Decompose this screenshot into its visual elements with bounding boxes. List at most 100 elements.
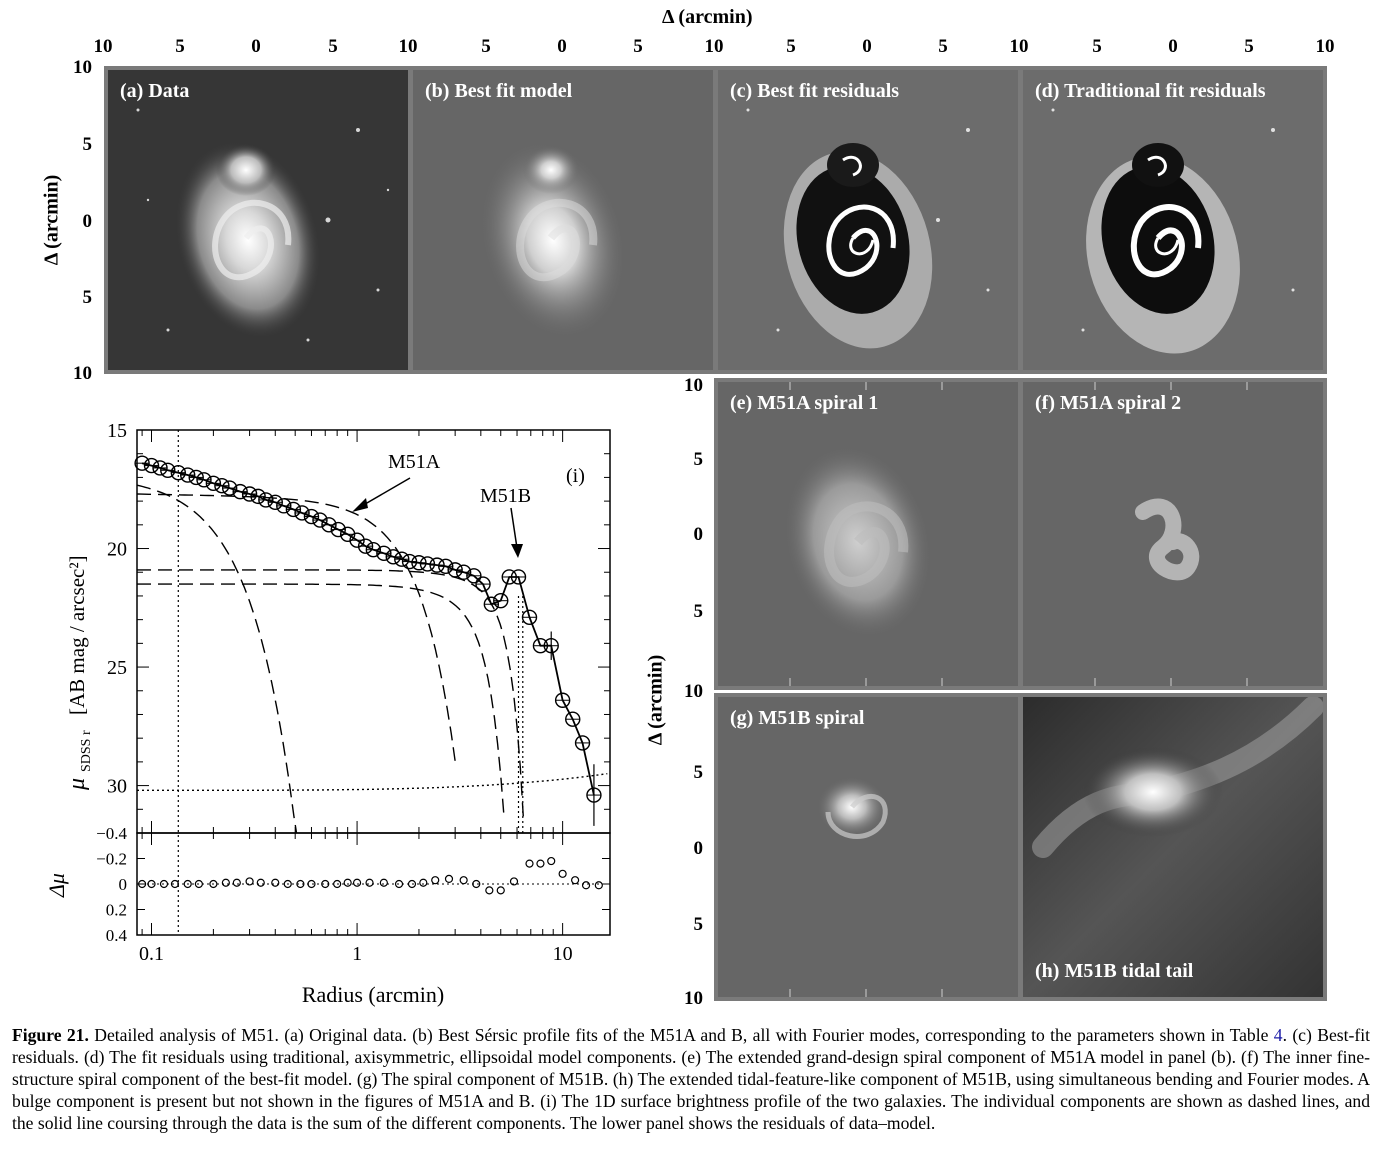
residual-point (296, 879, 305, 889)
right-tick-label: 5 (693, 762, 704, 783)
residual-point (138, 879, 147, 889)
top-tick-label: 10 (1315, 36, 1335, 57)
main-plot-frame (136, 429, 611, 834)
top-tick-label: 0 (1168, 36, 1178, 57)
residual-point (170, 879, 180, 889)
tidal-component-curve (137, 773, 608, 791)
residual-point (321, 879, 330, 889)
residual-point (343, 878, 352, 887)
resid-y-tick-label: 0.2 (106, 901, 127, 920)
galaxy-data-image (108, 70, 408, 370)
y-axis-label-symbol: μ (64, 778, 90, 791)
top-tick-label: 0 (557, 36, 567, 57)
left-tick-label: 5 (82, 287, 93, 308)
right-tick-label: 0 (693, 524, 704, 545)
residual-point (379, 878, 388, 887)
caption-label: Figure 21. (12, 1025, 89, 1045)
left-tick-label: 10 (73, 57, 92, 78)
residual-point (159, 879, 169, 889)
residual-point (459, 876, 468, 885)
residual-point (558, 869, 567, 878)
panel-i-label: (i) (566, 465, 585, 487)
residual-point (283, 879, 292, 889)
panel-c-title: (c) Best fit residuals (730, 80, 900, 102)
residual-y-axis-label: Δμ (44, 873, 69, 898)
figure-caption: Figure 21. Detailed analysis of M51. (a)… (12, 1024, 1370, 1134)
residual-point (271, 878, 280, 887)
residual-point (407, 879, 417, 889)
residual-point (536, 859, 545, 868)
residual-point (256, 878, 265, 887)
residual-point (444, 874, 454, 883)
residual-point (245, 877, 254, 886)
x-tick-label: 0.1 (139, 943, 164, 965)
spiral1-component-curve (137, 569, 525, 822)
top-tick-label: 5 (938, 36, 948, 57)
top-tick-label: 10 (398, 36, 418, 57)
bulge-component-curve (136, 484, 298, 834)
resid-y-tick-label: 0 (119, 875, 128, 894)
surface-brightness-profile-chart: 15 20 25 30 0.1 1 10 −0.4 −0.2 0 0.2 0.4 M51A M51B (i)… (44, 420, 611, 1007)
panel-e-title: (e) M51A spiral 1 (730, 392, 879, 414)
y-tick-label: 20 (107, 539, 127, 561)
traditional-residuals-image (1023, 70, 1323, 370)
m51a-spiral2-image (1023, 382, 1323, 686)
right-tick-label: 5 (693, 601, 704, 622)
residual-point (571, 876, 580, 885)
top-tick-label: 0 (251, 36, 261, 57)
top-tick-label: 5 (1244, 36, 1254, 57)
residual-point (525, 859, 534, 868)
panel-a-data: (a) Data (104, 66, 412, 374)
y-axis-label-subscript: SDSS r (79, 730, 94, 772)
top-tick-label: 0 (862, 36, 872, 57)
residual-point (509, 877, 519, 886)
residual-point (307, 879, 316, 889)
left-tick-label: 10 (73, 363, 92, 384)
annotation-m51b-arrow (510, 507, 518, 549)
panel-g-title: (g) M51B spiral (730, 707, 865, 729)
residual-point (547, 856, 556, 866)
top-tick-label: 5 (328, 36, 338, 57)
top-tick-label: 5 (786, 36, 796, 57)
right-tick-label: 5 (693, 449, 704, 470)
panel-b-title: (b) Best fit model (425, 80, 573, 102)
x-axis-label: Radius (arcmin) (302, 982, 444, 1007)
panel-c-residuals: (c) Best fit residuals (714, 66, 1022, 374)
spiral2-component-curve (137, 583, 505, 817)
disk-component-curve (136, 493, 456, 761)
right-tick-label: 10 (684, 988, 703, 1009)
m51a-spiral1-image (718, 382, 1018, 686)
top-tick-label: 10 (704, 36, 724, 57)
panel-a-title: (a) Data (120, 80, 190, 102)
annotation-m51a-arrowhead (352, 498, 368, 512)
right-tick-label: 10 (684, 375, 703, 396)
left-axis-title: Δ (arcmin) (40, 174, 63, 266)
residual-point (472, 879, 481, 889)
residual-point (183, 879, 192, 889)
top-axis-title: Δ (arcmin) (662, 6, 753, 28)
x-tick-label: 1 (352, 943, 362, 965)
right-tick-label: 10 (684, 681, 703, 702)
residual-point (431, 876, 440, 885)
residual-point (147, 879, 156, 889)
panel-f-title: (f) M51A spiral 2 (1035, 392, 1182, 414)
caption-text-2: . (c) Best-fit residuals. (d) The fit re… (12, 1025, 1370, 1133)
panel-f-spiral2: (f) M51A spiral 2 (1019, 378, 1327, 690)
residual-point (594, 881, 603, 890)
panel-d-traditional: (d) Traditional fit residuals (1019, 66, 1327, 374)
right-axis-title: Δ (arcmin) (644, 654, 667, 746)
resid-y-tick-label: 0.4 (106, 926, 128, 945)
table-link[interactable]: 4 (1273, 1025, 1283, 1045)
residual-point (485, 886, 494, 895)
top-tick-label: 5 (1092, 36, 1102, 57)
panel-d-title: (d) Traditional fit residuals (1035, 80, 1266, 102)
galaxy-model-image (413, 70, 713, 370)
residual-point (333, 879, 342, 889)
resid-y-tick-label: −0.4 (96, 824, 127, 843)
residual-point (394, 879, 404, 889)
y-tick-label: 30 (107, 776, 127, 798)
annotation-m51a-arrow (359, 477, 411, 508)
y-axis-label: μ SDSS r [AB mag / arcsec²] (64, 555, 94, 791)
annotation-m51b: M51B (480, 485, 531, 507)
residual-point (232, 878, 241, 887)
